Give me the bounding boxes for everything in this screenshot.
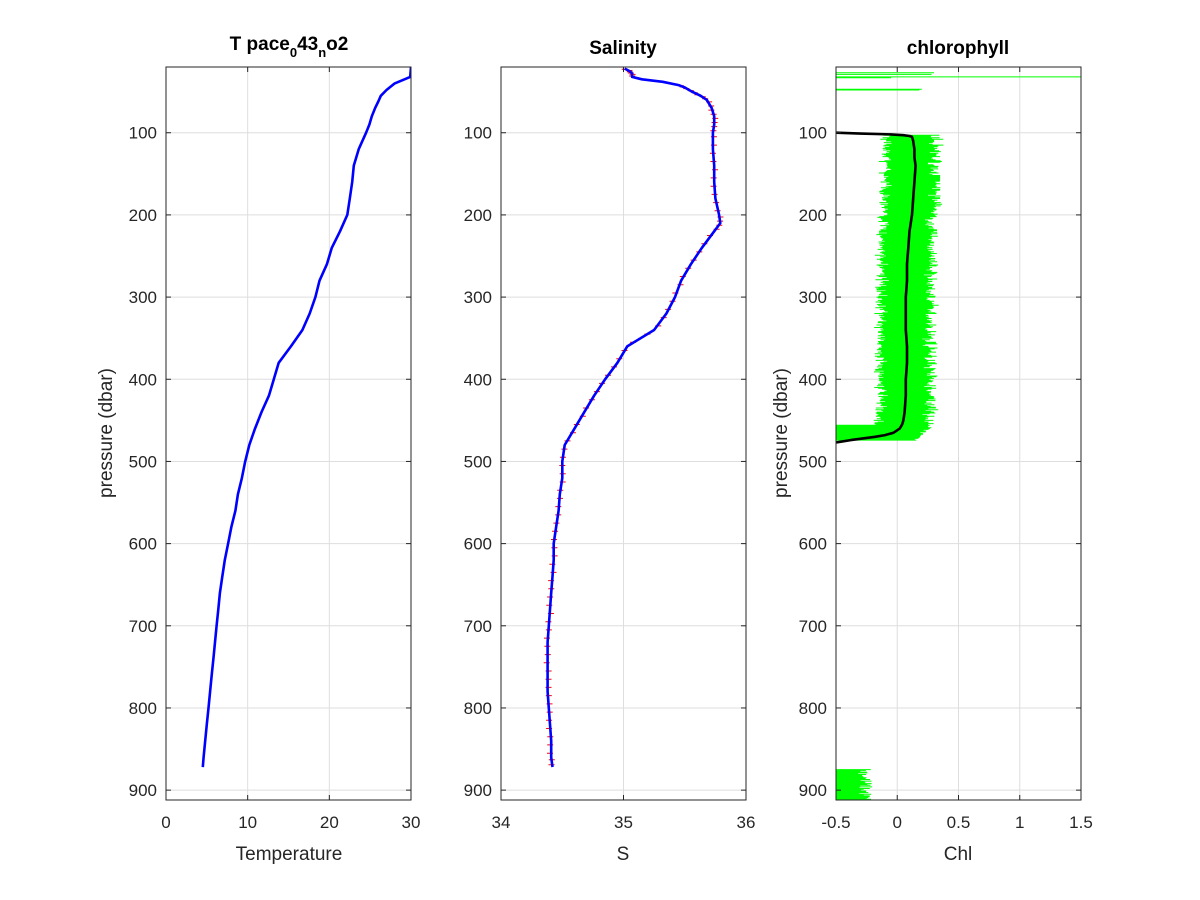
salinity-ytick-label: 500 xyxy=(464,452,492,471)
chlorophyll-ytick-label: 200 xyxy=(799,206,827,225)
chlorophyll-ytick-label: 800 xyxy=(799,699,827,718)
temperature-ytick-label: 900 xyxy=(129,781,157,800)
salinity-ytick-label: 900 xyxy=(464,781,492,800)
salinity-xlabel: S xyxy=(617,844,630,865)
chlorophyll-panel: chlorophyll Chl pressure (dbar) 100 200 30… xyxy=(771,38,1093,865)
salinity-ytick-label: 800 xyxy=(464,699,492,718)
salinity-xtick-label: 34 xyxy=(492,813,511,832)
salinity-ytick-label: 200 xyxy=(464,206,492,225)
chlorophyll-xtick-label: 0.5 xyxy=(947,813,971,832)
temperature-panel: T pace043no2 Temperature pressure (dbar)… xyxy=(96,34,420,865)
chlorophyll-ytick-label: 500 xyxy=(799,452,827,471)
chlorophyll-ytick-label: 700 xyxy=(799,617,827,636)
temperature-ytick-label: 200 xyxy=(129,206,157,225)
salinity-series-line xyxy=(546,67,722,768)
temperature-xtick-label: 20 xyxy=(320,813,339,832)
salinity-xtick-label: 36 xyxy=(737,813,756,832)
temperature-ylabel: pressure (dbar) xyxy=(96,368,117,498)
salinity-ytick-label: 600 xyxy=(464,535,492,554)
salinity-ytick-label: 300 xyxy=(464,288,492,307)
chlorophyll-xlabel: Chl xyxy=(944,844,973,865)
salinity-title: Salinity xyxy=(589,38,657,59)
salinity-ytick-label: 100 xyxy=(464,124,492,143)
chlorophyll-ytick-label: 100 xyxy=(799,124,827,143)
chlorophyll-title: chlorophyll xyxy=(907,38,1009,59)
chlorophyll-ytick-label: 300 xyxy=(799,288,827,307)
temperature-ytick-label: 100 xyxy=(129,124,157,143)
temperature-xtick-label: 10 xyxy=(238,813,257,832)
salinity-ytick-label: 400 xyxy=(464,370,492,389)
temperature-plot-area xyxy=(201,67,411,768)
temperature-series-line xyxy=(201,67,411,768)
temperature-ytick-label: 600 xyxy=(129,535,157,554)
chlorophyll-ylabel: pressure (dbar) xyxy=(771,368,792,498)
chlorophyll-ytick-label: 600 xyxy=(799,535,827,554)
temperature-ytick-label: 700 xyxy=(129,617,157,636)
chlorophyll-plot-area xyxy=(836,72,1081,800)
temperature-xtick-label: 0 xyxy=(161,813,170,832)
chlorophyll-xtick-label: 1 xyxy=(1015,813,1024,832)
chlorophyll-ytick-label: 400 xyxy=(799,370,827,389)
temperature-axes-box xyxy=(165,66,412,801)
chlorophyll-xtick-label: 0 xyxy=(893,813,902,832)
chlorophyll-ytick-label: 900 xyxy=(799,781,827,800)
temperature-xlabel: Temperature xyxy=(236,844,343,865)
temperature-ytick-label: 800 xyxy=(129,699,157,718)
temperature-title: T pace043no2 xyxy=(230,34,349,60)
salinity-panel: Salinity S 100 200 300 400 500 600 700 800 90034… xyxy=(464,38,756,865)
chlorophyll-xtick-label: 1.5 xyxy=(1069,813,1093,832)
temperature-ytick-label: 400 xyxy=(129,370,157,389)
temperature-ytick-label: 300 xyxy=(129,288,157,307)
temperature-xtick-label: 30 xyxy=(402,813,421,832)
salinity-xtick-label: 35 xyxy=(614,813,633,832)
salinity-ytick-label: 700 xyxy=(464,617,492,636)
chlorophyll-xtick-label: -0.5 xyxy=(821,813,850,832)
temperature-ytick-label: 500 xyxy=(129,452,157,471)
chlorophyll-series-line xyxy=(836,131,917,444)
salinity-plot-area xyxy=(543,67,724,768)
